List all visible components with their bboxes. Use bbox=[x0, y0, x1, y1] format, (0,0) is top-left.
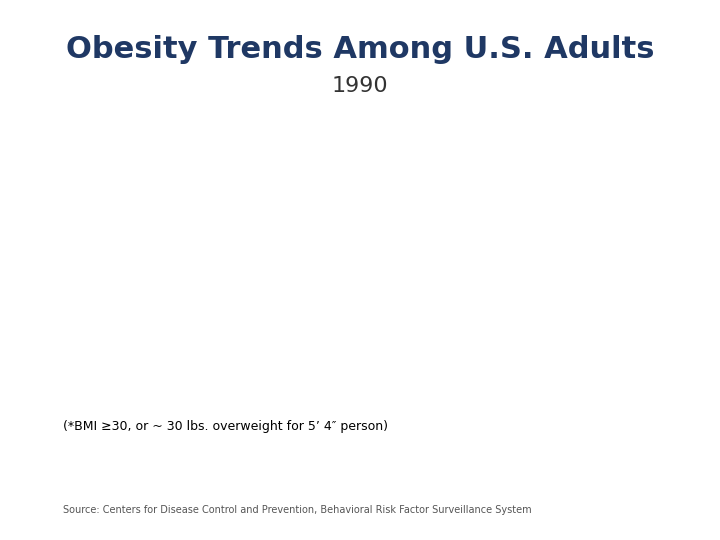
Text: (*BMI ≥30, or ~ 30 lbs. overweight for 5’ 4″ person): (*BMI ≥30, or ~ 30 lbs. overweight for 5… bbox=[63, 420, 388, 433]
Text: 1990: 1990 bbox=[332, 76, 388, 96]
Text: Obesity Trends Among U.S. Adults: Obesity Trends Among U.S. Adults bbox=[66, 36, 654, 64]
Text: Source: Centers for Disease Control and Prevention, Behavioral Risk Factor Surve: Source: Centers for Disease Control and … bbox=[63, 505, 532, 515]
